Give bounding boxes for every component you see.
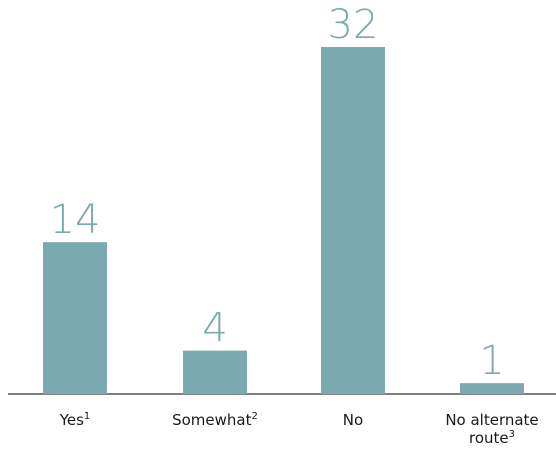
bars-group <box>43 47 524 394</box>
bar-2 <box>321 47 385 394</box>
value-label-3: 1 <box>479 338 504 384</box>
value-label-2: 32 <box>328 2 379 48</box>
bar-0 <box>43 242 107 394</box>
category-footnote-0: 1 <box>84 411 90 422</box>
value-labels-group: 14 4 32 1 <box>50 2 505 384</box>
bar-3 <box>460 383 524 394</box>
category-footnote-1: 2 <box>252 411 258 422</box>
category-label-0-line-0: Yes1 <box>59 411 91 429</box>
category-label-3-line-0: No alternate <box>445 411 538 429</box>
category-footnote-3: 3 <box>509 429 515 440</box>
value-label-0: 14 <box>50 197 101 243</box>
category-label-1-line-0: Somewhat2 <box>172 411 258 429</box>
category-label-3-line-1: route3 <box>469 429 515 447</box>
value-label-1: 4 <box>202 306 227 352</box>
bar-1 <box>183 350 247 394</box>
category-label-2-line-0: No <box>343 411 363 429</box>
